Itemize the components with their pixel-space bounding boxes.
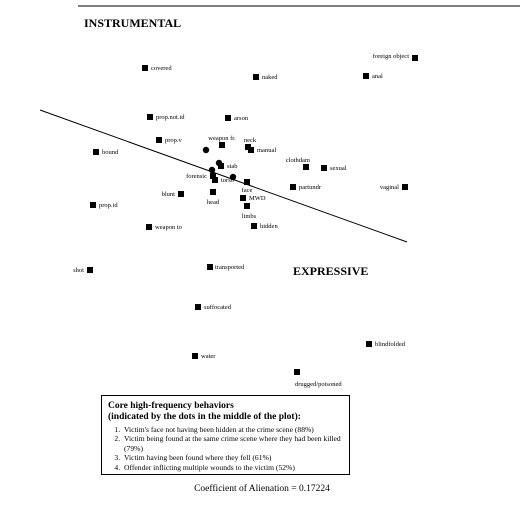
point-label: torso — [221, 177, 234, 184]
region-divider-line — [39, 109, 408, 243]
point-marker — [294, 369, 300, 375]
point-label: limbs — [242, 213, 257, 220]
point-marker — [93, 149, 99, 155]
core-behavior-item: Offender inflicting multiple wounds to t… — [122, 463, 343, 472]
point-label: hidden — [260, 223, 278, 230]
point-marker — [225, 115, 231, 121]
point-label: shot — [73, 267, 84, 274]
point-label: clothdam — [286, 157, 310, 164]
point-marker — [303, 164, 309, 170]
point-marker — [248, 147, 254, 153]
point-label: sexual — [330, 165, 347, 172]
point-marker — [192, 353, 198, 359]
point-marker — [156, 137, 162, 143]
point-label: suffocated — [204, 304, 232, 311]
point-marker — [363, 73, 369, 79]
point-label: manual — [257, 147, 276, 154]
point-marker — [366, 341, 372, 347]
point-label: bound — [102, 149, 119, 156]
core-behaviors-list: Victim's face not having been hidden at … — [108, 425, 343, 472]
core-behaviors-title: Core high-frequency behaviors (indicated… — [108, 401, 343, 423]
point-label: blunt — [162, 191, 176, 198]
point-marker — [195, 304, 201, 310]
point-marker — [210, 189, 216, 195]
expressive-label: EXPRESSIVE — [293, 264, 368, 278]
point-label: vaginal — [380, 184, 399, 191]
point-marker — [178, 191, 184, 197]
point-marker — [87, 267, 93, 273]
point-marker — [218, 163, 224, 169]
point-marker — [147, 114, 153, 120]
point-label: water — [201, 353, 216, 360]
point-label: prop.id — [99, 202, 118, 209]
instrumental-label: INSTRUMENTAL — [84, 16, 181, 30]
point-label: prop.v — [165, 137, 183, 144]
core-behavior-dots — [202, 146, 237, 181]
core-behavior-item: Victim being found at the same crime sce… — [122, 434, 343, 453]
coefficient-of-alienation: Coefficient of Alienation = 0.17224 — [194, 484, 330, 494]
point-label: anal — [372, 73, 383, 80]
point-marker — [244, 179, 250, 185]
point-marker — [240, 195, 246, 201]
point-label: transported — [215, 264, 245, 271]
point-marker — [207, 264, 213, 270]
point-label: drugged/poisoned — [295, 381, 342, 388]
point-label: MWD — [249, 195, 266, 202]
core-dot — [215, 159, 223, 167]
point-label: blindfolded — [375, 341, 406, 348]
core-title-line-2: (indicated by the dots in the middle of … — [108, 412, 301, 422]
core-behavior-item: Victim having been found where they fell… — [122, 453, 343, 462]
point-marker — [210, 173, 216, 179]
point-marker — [219, 142, 225, 148]
point-label: partundr — [299, 184, 322, 191]
point-label: stab — [227, 163, 237, 170]
point-marker — [212, 177, 218, 183]
point-marker — [412, 55, 418, 61]
point-marker — [321, 165, 327, 171]
point-label: arson — [234, 115, 249, 122]
core-dot — [229, 173, 237, 181]
point-label: head — [207, 199, 220, 206]
point-marker — [251, 223, 257, 229]
point-marker — [244, 203, 250, 209]
point-label: prop.not.id — [156, 114, 185, 121]
point-label: face — [242, 187, 253, 194]
point-marker — [402, 184, 408, 190]
point-marker — [253, 74, 259, 80]
core-dot — [208, 166, 216, 174]
core-behaviors-box: Core high-frequency behaviors (indicated… — [101, 395, 350, 475]
point-label: forensic — [186, 173, 207, 180]
core-behavior-item: Victim's face not having been hidden at … — [122, 425, 343, 434]
point-marker — [142, 65, 148, 71]
core-dot — [202, 146, 210, 154]
point-label: weapon to — [155, 224, 182, 231]
point-label: naked — [262, 74, 278, 81]
point-label: neck — [244, 137, 257, 144]
core-title-line-1: Core high-frequency behaviors — [108, 401, 234, 411]
point-marker — [290, 184, 296, 190]
point-marker — [90, 202, 96, 208]
point-marker — [146, 224, 152, 230]
point-label: covered — [151, 65, 172, 72]
point-label: weapon fr. — [208, 135, 236, 142]
point-label: foreign object — [373, 53, 409, 60]
scatter-points: foreign object covered naked anal prop.not.i… — [73, 53, 418, 388]
